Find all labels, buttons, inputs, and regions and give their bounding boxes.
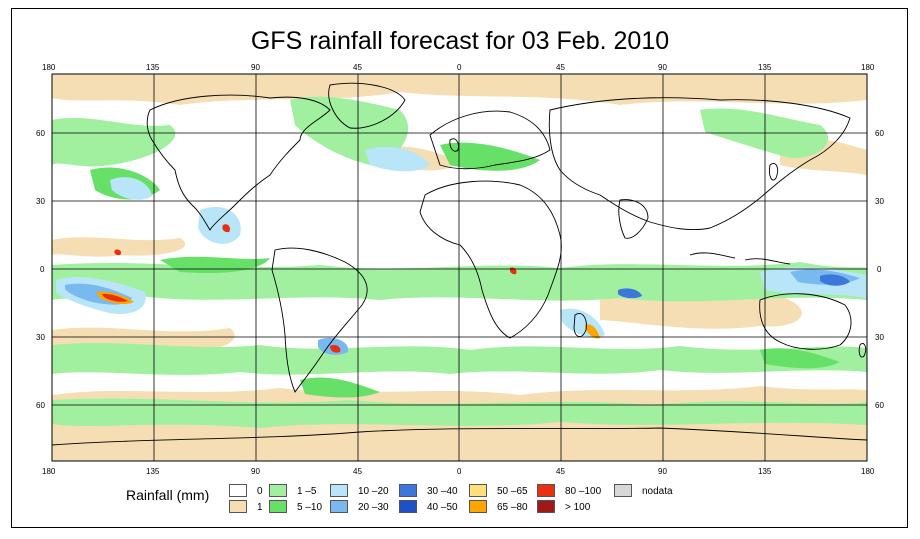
legend-title: Rainfall (mm) (126, 487, 210, 503)
right-lat-tick: 30 (875, 197, 884, 206)
legend-swatch (469, 500, 487, 513)
legend-swatch (399, 484, 417, 497)
map-border (51, 73, 868, 462)
bottom-lon-tick: 135 (146, 467, 160, 476)
legend-label: 5 –10 (297, 502, 323, 513)
bottom-lon-tick: 180 (861, 467, 875, 476)
graticule (52, 74, 867, 461)
legend-label: 1 (257, 502, 263, 513)
bottom-lon-tick: 90 (251, 467, 260, 476)
legend-swatch (614, 484, 632, 497)
top-lon-tick: 90 (658, 63, 667, 72)
figure-frame (11, 8, 908, 528)
right-lat-tick: 60 (875, 129, 884, 138)
top-lon-tick: 45 (353, 63, 362, 72)
continent-outlines (52, 82, 867, 446)
legend-label: > 100 (565, 502, 591, 513)
top-lon-tick: 0 (457, 63, 462, 72)
right-lat-tick: 60 (875, 401, 884, 410)
legend-label: 10 –20 (358, 486, 389, 497)
top-lon-tick: 180 (861, 63, 875, 72)
legend-label: 1 –5 (297, 486, 317, 497)
legend-swatch (330, 500, 348, 513)
top-lon-tick: 135 (758, 63, 772, 72)
legend-label: 40 –50 (427, 502, 458, 513)
rainfall-extreme-areas (96, 224, 600, 353)
bottom-lon-tick: 135 (758, 467, 772, 476)
legend-swatch (399, 500, 417, 513)
left-lat-tick: 0 (40, 265, 45, 274)
legend-label: 50 –65 (497, 486, 528, 497)
right-lat-tick: 30 (875, 333, 884, 342)
legend-swatch (229, 500, 247, 513)
legend-label: 20 –30 (358, 502, 389, 513)
top-lon-tick: 180 (42, 63, 56, 72)
rainfall-heavy-areas (56, 146, 867, 355)
legend-swatch (229, 484, 247, 497)
legend-swatch (269, 500, 287, 513)
top-lon-tick: 45 (556, 63, 565, 72)
legend-label: 0 (257, 486, 263, 497)
map-title: GFS rainfall forecast for 03 Feb. 2010 (250, 27, 670, 55)
legend-label: 65 –80 (497, 502, 528, 513)
bottom-lon-tick: 0 (457, 467, 462, 476)
legend-label: nodata (642, 486, 673, 497)
bottom-lon-tick: 90 (658, 467, 667, 476)
legend-swatch (269, 484, 287, 497)
bottom-lon-tick: 45 (556, 467, 565, 476)
right-lat-tick: 0 (877, 265, 882, 274)
legend-swatch (330, 484, 348, 497)
bottom-lon-tick: 45 (353, 467, 362, 476)
bottom-lon-tick: 180 (42, 467, 56, 476)
legend-swatch (537, 484, 555, 497)
legend-swatch (469, 484, 487, 497)
legend-label: 80 –100 (565, 486, 602, 497)
left-lat-tick: 30 (36, 333, 45, 342)
left-lat-tick: 60 (36, 129, 45, 138)
legend-label: 30 –40 (427, 486, 458, 497)
top-lon-tick: 135 (146, 63, 160, 72)
top-lon-tick: 90 (251, 63, 260, 72)
left-lat-tick: 30 (36, 197, 45, 206)
legend-swatch (537, 500, 555, 513)
left-lat-tick: 60 (36, 401, 45, 410)
